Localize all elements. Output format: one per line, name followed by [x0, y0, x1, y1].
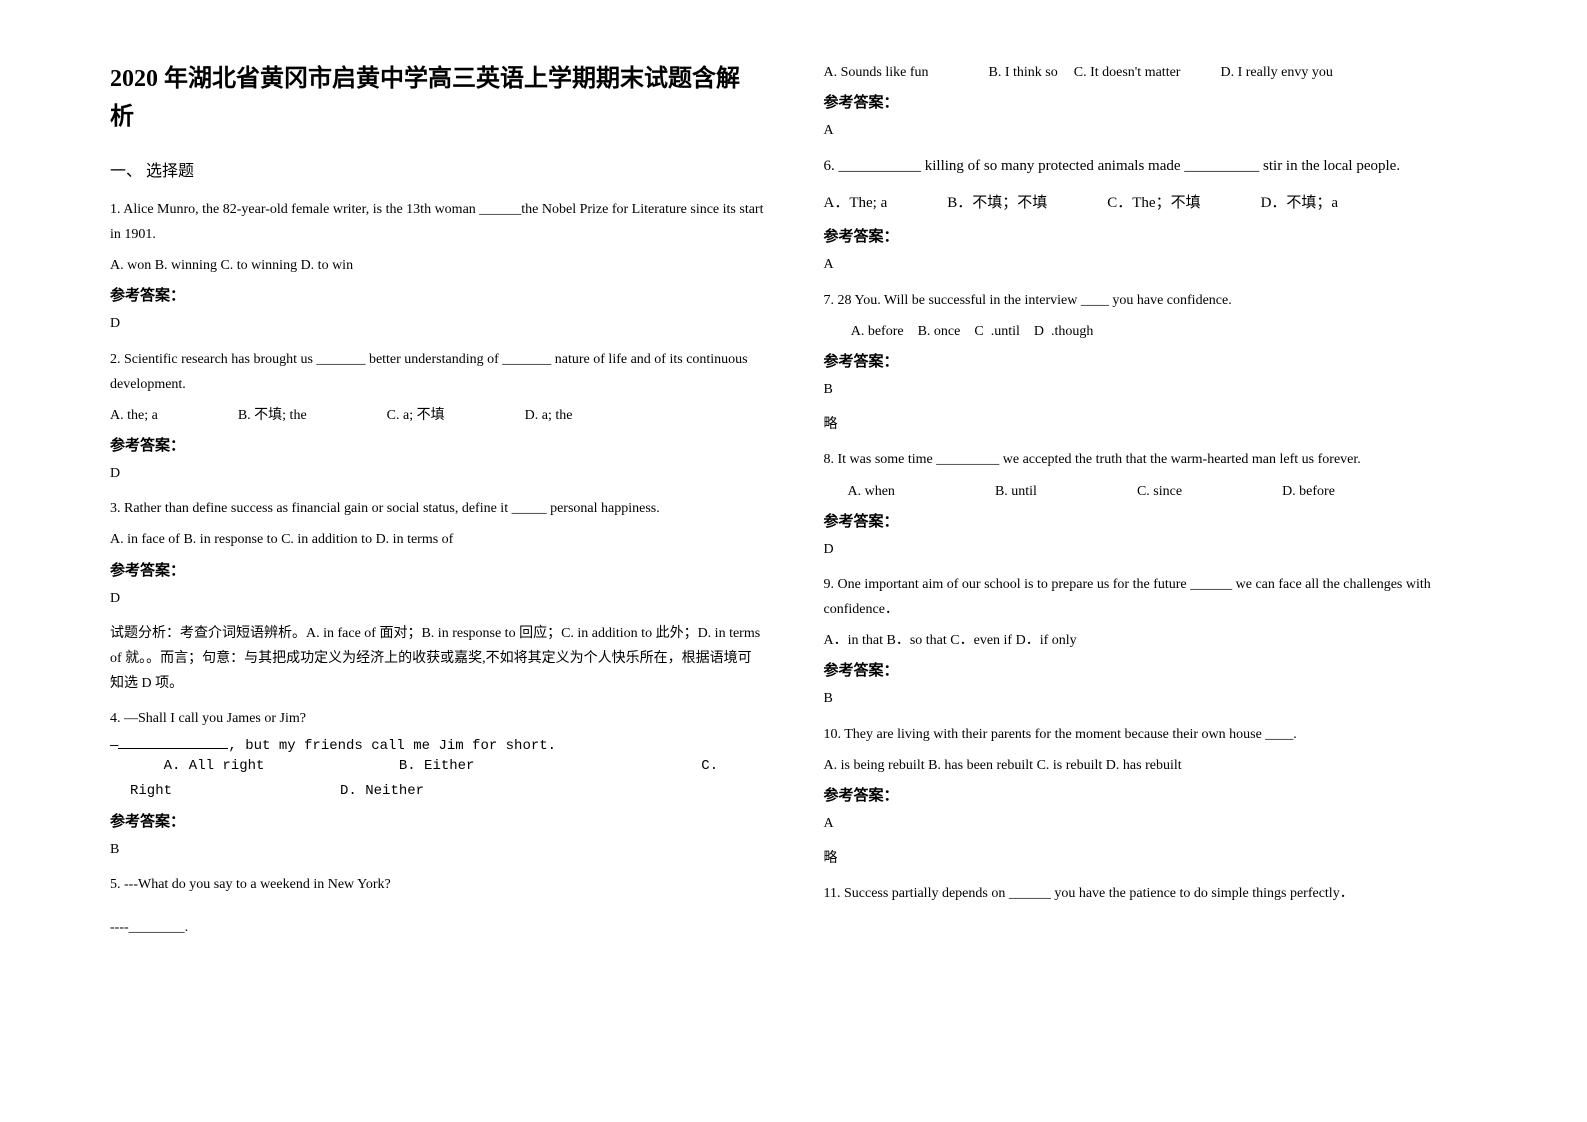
q3-text: 3. Rather than define success as financi… — [110, 496, 764, 521]
q8-opt-c: C. since — [1137, 479, 1182, 504]
q4-options-line2: Right D. Neither — [110, 779, 764, 804]
q8-opt-d: D. before — [1282, 479, 1335, 504]
q7-options: A. before B. once C .until D .though — [824, 319, 1478, 344]
q3-answer-label: 参考答案： — [110, 559, 764, 580]
right-column: A. Sounds like fun B. I think so C. It d… — [794, 60, 1498, 1082]
q6-opt-a: A．The; a — [824, 190, 888, 217]
document-title: 2020 年湖北省黄冈市启黄中学高三英语上学期期末试题含解析 — [110, 60, 764, 137]
q3-answer: D — [110, 586, 764, 611]
q1-options: A. won B. winning C. to winning D. to wi… — [110, 253, 764, 278]
left-column: 2020 年湖北省黄冈市启黄中学高三英语上学期期末试题含解析 一、 选择题 1.… — [90, 60, 794, 1082]
q7-answer-label: 参考答案： — [824, 350, 1478, 371]
q10-note: 略 — [824, 846, 1478, 871]
q10-answer: A — [824, 811, 1478, 836]
q2-answer-label: 参考答案： — [110, 434, 764, 455]
q6-answer-label: 参考答案： — [824, 225, 1478, 246]
q1-answer-label: 参考答案： — [110, 284, 764, 305]
q8-answer: D — [824, 537, 1478, 562]
q7-note: 略 — [824, 412, 1478, 437]
q5-opt-a: A. Sounds like fun — [824, 60, 929, 85]
q5-options: A. Sounds like fun B. I think so C. It d… — [824, 60, 1478, 85]
q1-answer: D — [110, 311, 764, 336]
q6-opt-c: C．The；不填 — [1107, 190, 1200, 217]
q5-opt-d: D. I really envy you — [1220, 60, 1332, 85]
q6-options: A．The; a B．不填；不填 C．The；不填 D．不填；a — [824, 190, 1478, 217]
q8-answer-label: 参考答案： — [824, 510, 1478, 531]
q11-text: 11. Success partially depends on ______ … — [824, 881, 1478, 906]
q4-options-line1: A. All right B. Either C. — [110, 754, 764, 779]
section-header: 一、 选择题 — [110, 157, 764, 181]
q5-opt-c: C. It doesn't matter — [1074, 60, 1181, 85]
q8-opt-b: B. until — [995, 479, 1037, 504]
q2-text: 2. Scientific research has brought us __… — [110, 347, 764, 397]
q4-answer: B — [110, 837, 764, 862]
q5-dash: ----________. — [110, 915, 764, 940]
q4-text: 4. —Shall I call you James or Jim? — [110, 706, 764, 731]
q10-text: 10. They are living with their parents f… — [824, 722, 1478, 747]
q2-opt-b: B. 不填; the — [238, 403, 307, 428]
q2-opt-a: A. the; a — [110, 403, 158, 428]
q3-options: A. in face of B. in response to C. in ad… — [110, 527, 764, 552]
q5-answer-label: 参考答案： — [824, 91, 1478, 112]
q9-answer-label: 参考答案： — [824, 659, 1478, 680]
q7-answer: B — [824, 377, 1478, 402]
q4-line2: — , but my friends call me Jim for short. — [110, 738, 764, 754]
q1-text: 1. Alice Munro, the 82-year-old female w… — [110, 197, 764, 247]
q5-opt-b: B. I think so — [989, 60, 1058, 85]
q2-opt-c: C. a; 不填 — [387, 403, 445, 428]
q6-opt-b: B．不填；不填 — [947, 190, 1047, 217]
q4-line2-suffix: , but my friends call me Jim for short. — [228, 738, 556, 754]
q6-text: 6. ___________ killing of so many protec… — [824, 153, 1478, 180]
q3-explanation: 试题分析：考查介词短语辨析。A. in face of 面对；B. in res… — [110, 621, 764, 697]
q8-text: 8. It was some time _________ we accepte… — [824, 447, 1478, 472]
q9-answer: B — [824, 686, 1478, 711]
q4-dash: — — [110, 738, 118, 754]
q4-answer-label: 参考答案： — [110, 810, 764, 831]
q6-answer: A — [824, 252, 1478, 277]
q2-options: A. the; a B. 不填; the C. a; 不填 D. a; the — [110, 403, 764, 428]
q9-options: A．in that B．so that C．even if D．if only — [824, 628, 1478, 653]
q2-opt-d: D. a; the — [525, 403, 573, 428]
q9-text: 9. One important aim of our school is to… — [824, 572, 1478, 622]
q5-text: 5. ---What do you say to a weekend in Ne… — [110, 872, 764, 897]
q10-options: A. is being rebuilt B. has been rebuilt … — [824, 753, 1478, 778]
q6-opt-d: D．不填；a — [1261, 190, 1339, 217]
q8-options: A. when B. until C. since D. before — [824, 479, 1478, 504]
q2-answer: D — [110, 461, 764, 486]
q7-text: 7. 28 You. Will be successful in the int… — [824, 288, 1478, 313]
q10-answer-label: 参考答案： — [824, 784, 1478, 805]
q8-opt-a: A. when — [848, 479, 895, 504]
blank-underline — [118, 748, 228, 749]
q5-answer: A — [824, 118, 1478, 143]
